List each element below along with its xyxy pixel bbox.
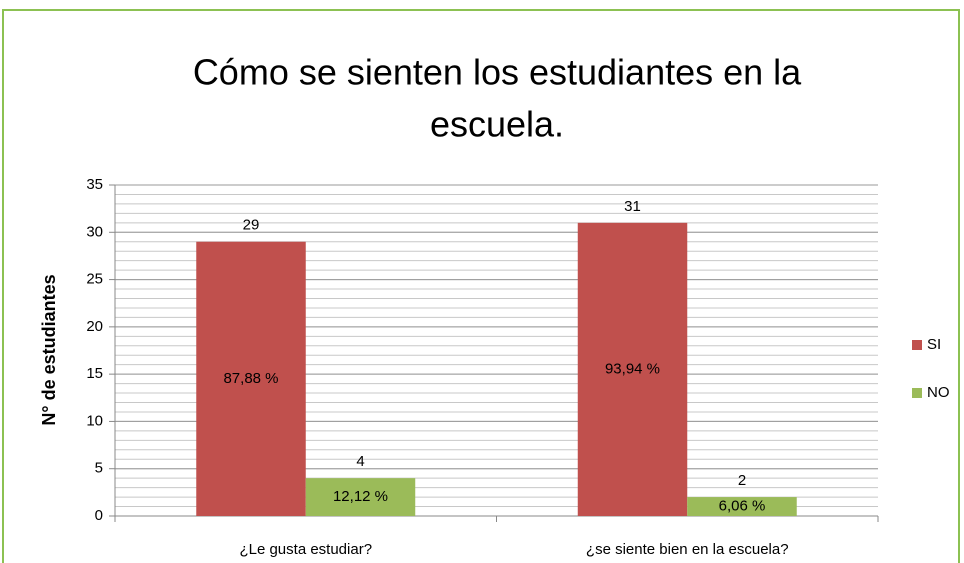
chart-title: escuela. <box>430 104 564 145</box>
y-tick-label: 30 <box>86 223 103 240</box>
chart-title: Cómo se sienten los estudiantes en la <box>193 52 802 93</box>
y-tick-label: 5 <box>95 460 103 477</box>
data-label: 29 <box>243 217 260 234</box>
bar <box>305 478 416 516</box>
y-tick-label: 10 <box>86 412 103 429</box>
bar <box>687 497 797 516</box>
bar <box>577 222 688 517</box>
legend-swatch <box>912 340 922 350</box>
y-tick-label: 20 <box>86 318 103 335</box>
percent-label: 93,94 % <box>605 360 660 377</box>
y-tick-label: 0 <box>95 507 103 524</box>
y-tick-label: 15 <box>86 365 103 382</box>
data-label: 4 <box>356 453 364 470</box>
data-label: 31 <box>624 198 641 215</box>
percent-label: 12,12 % <box>333 488 388 505</box>
y-tick-label: 25 <box>86 271 103 288</box>
legend-label: SI <box>927 336 941 353</box>
percent-label: 6,06 % <box>719 498 766 515</box>
x-tick-label: ¿Le gusta estudiar? <box>239 541 372 558</box>
data-label: 2 <box>738 472 746 489</box>
bar <box>196 241 306 516</box>
percent-label: 87,88 % <box>223 370 278 387</box>
legend-swatch <box>912 388 922 398</box>
y-tick-label: 35 <box>86 176 103 193</box>
frame <box>2 9 960 563</box>
legend-label: NO <box>927 384 950 401</box>
x-tick-label: ¿se siente bien en la escuela? <box>586 541 789 558</box>
y-axis-label: N° de estudiantes <box>39 274 59 425</box>
